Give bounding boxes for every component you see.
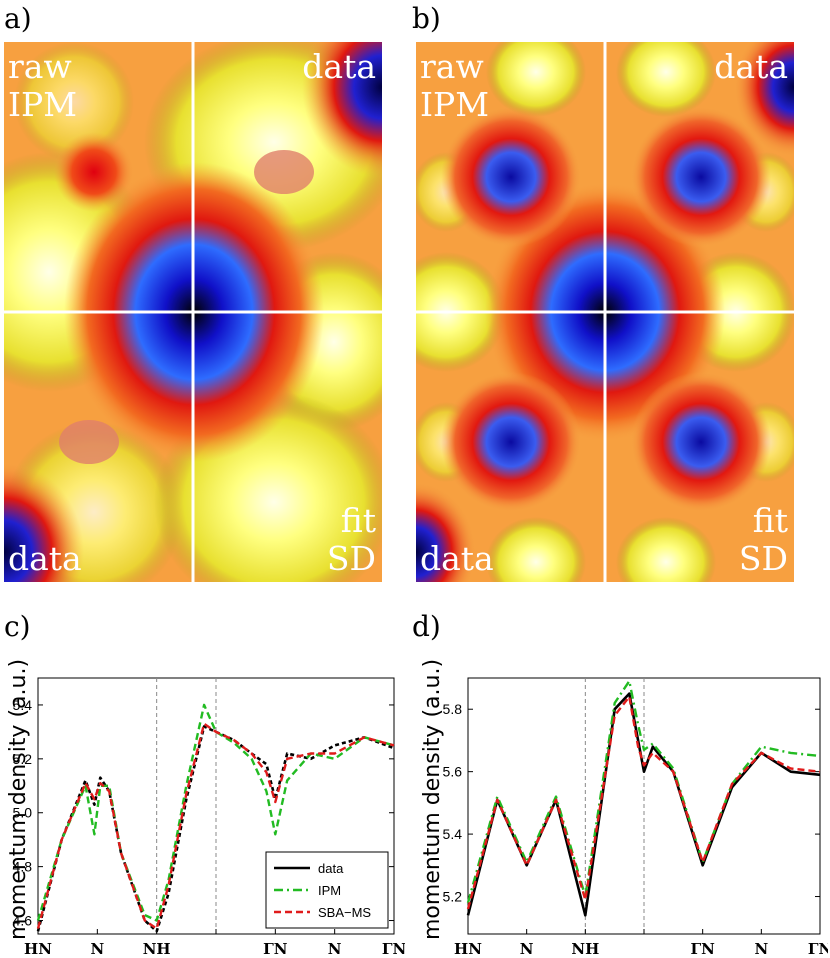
legend-label: data [318, 861, 344, 876]
series-line-sbams [36, 722, 395, 930]
overlay-fit-sd: fit SD [739, 502, 788, 578]
y-tick-label: 5.4 [443, 826, 463, 842]
overlay-data-top: data [714, 47, 788, 86]
series-line-ipm [466, 679, 821, 904]
overlay-raw: raw [420, 47, 484, 86]
x-tick-label: HN [24, 940, 52, 958]
panel-d-line-chart: 5.2 5.4 5.6 5.8 HN N NH ΓN N ΓN [443, 677, 828, 958]
overlay-data-top: data [302, 47, 376, 86]
panel-a-label: a) [4, 2, 32, 35]
x-tick-label: NH [143, 940, 171, 958]
overlay-raw-ipm: raw IPM [420, 48, 489, 124]
overlay-sd: SD [326, 539, 376, 578]
overlay-fit: fit [752, 501, 788, 540]
series-line-ipm [36, 703, 395, 922]
y-tick-label: 5.0 [13, 805, 33, 821]
x-tick-label: ΓN [808, 940, 828, 958]
y-tick-label: 4.6 [13, 913, 33, 929]
overlay-raw-ipm: raw IPM [8, 48, 77, 124]
overlay-ipm: IPM [420, 85, 490, 124]
panel-a-momentum-map: raw IPM data data fit SD [4, 42, 382, 582]
y-tick-label: 4.8 [13, 859, 33, 875]
y-tick-label: 5.6 [443, 764, 463, 780]
legend-label: IPM [318, 883, 341, 898]
y-tick-label: 5.2 [13, 751, 33, 767]
overlay-fit: fit [340, 501, 376, 540]
x-tick-label: NH [571, 940, 599, 958]
y-tick-label: 5.2 [443, 889, 463, 905]
overlay-ipm: IPM [8, 85, 78, 124]
overlay-fit-sd: fit SD [327, 502, 376, 578]
panel-c-label: c) [4, 610, 31, 643]
overlay-data-bottom: data [420, 539, 494, 578]
panel-d-label: d) [412, 610, 441, 643]
x-tick-label: HN [454, 940, 482, 958]
x-tick-label: N [754, 940, 768, 958]
panel-b-momentum-map: raw IPM data data fit SD [416, 42, 794, 582]
x-tick-label: N [520, 940, 534, 958]
x-tick-label: N [328, 940, 342, 958]
legend-box [265, 851, 389, 929]
overlay-raw: raw [8, 47, 72, 86]
x-tick-label: ΓN [263, 940, 288, 958]
y-tick-label: 5.8 [443, 701, 463, 717]
panel-c-line-chart: 4.6 4.8 5.0 5.2 5.4 HN N NH ΓN N ΓN data IPM SBA−MS [13, 677, 405, 958]
series-line-sbams [466, 695, 821, 910]
legend-label: SBA−MS [318, 905, 371, 920]
x-tick-label: N [90, 940, 104, 958]
x-tick-label: ΓN [382, 940, 405, 958]
y-tick-label: 5.4 [13, 697, 33, 713]
overlay-sd: SD [738, 539, 788, 578]
panel-b-label: b) [412, 2, 441, 35]
x-tick-label: ΓN [690, 940, 715, 958]
overlay-data-bottom: data [8, 539, 82, 578]
